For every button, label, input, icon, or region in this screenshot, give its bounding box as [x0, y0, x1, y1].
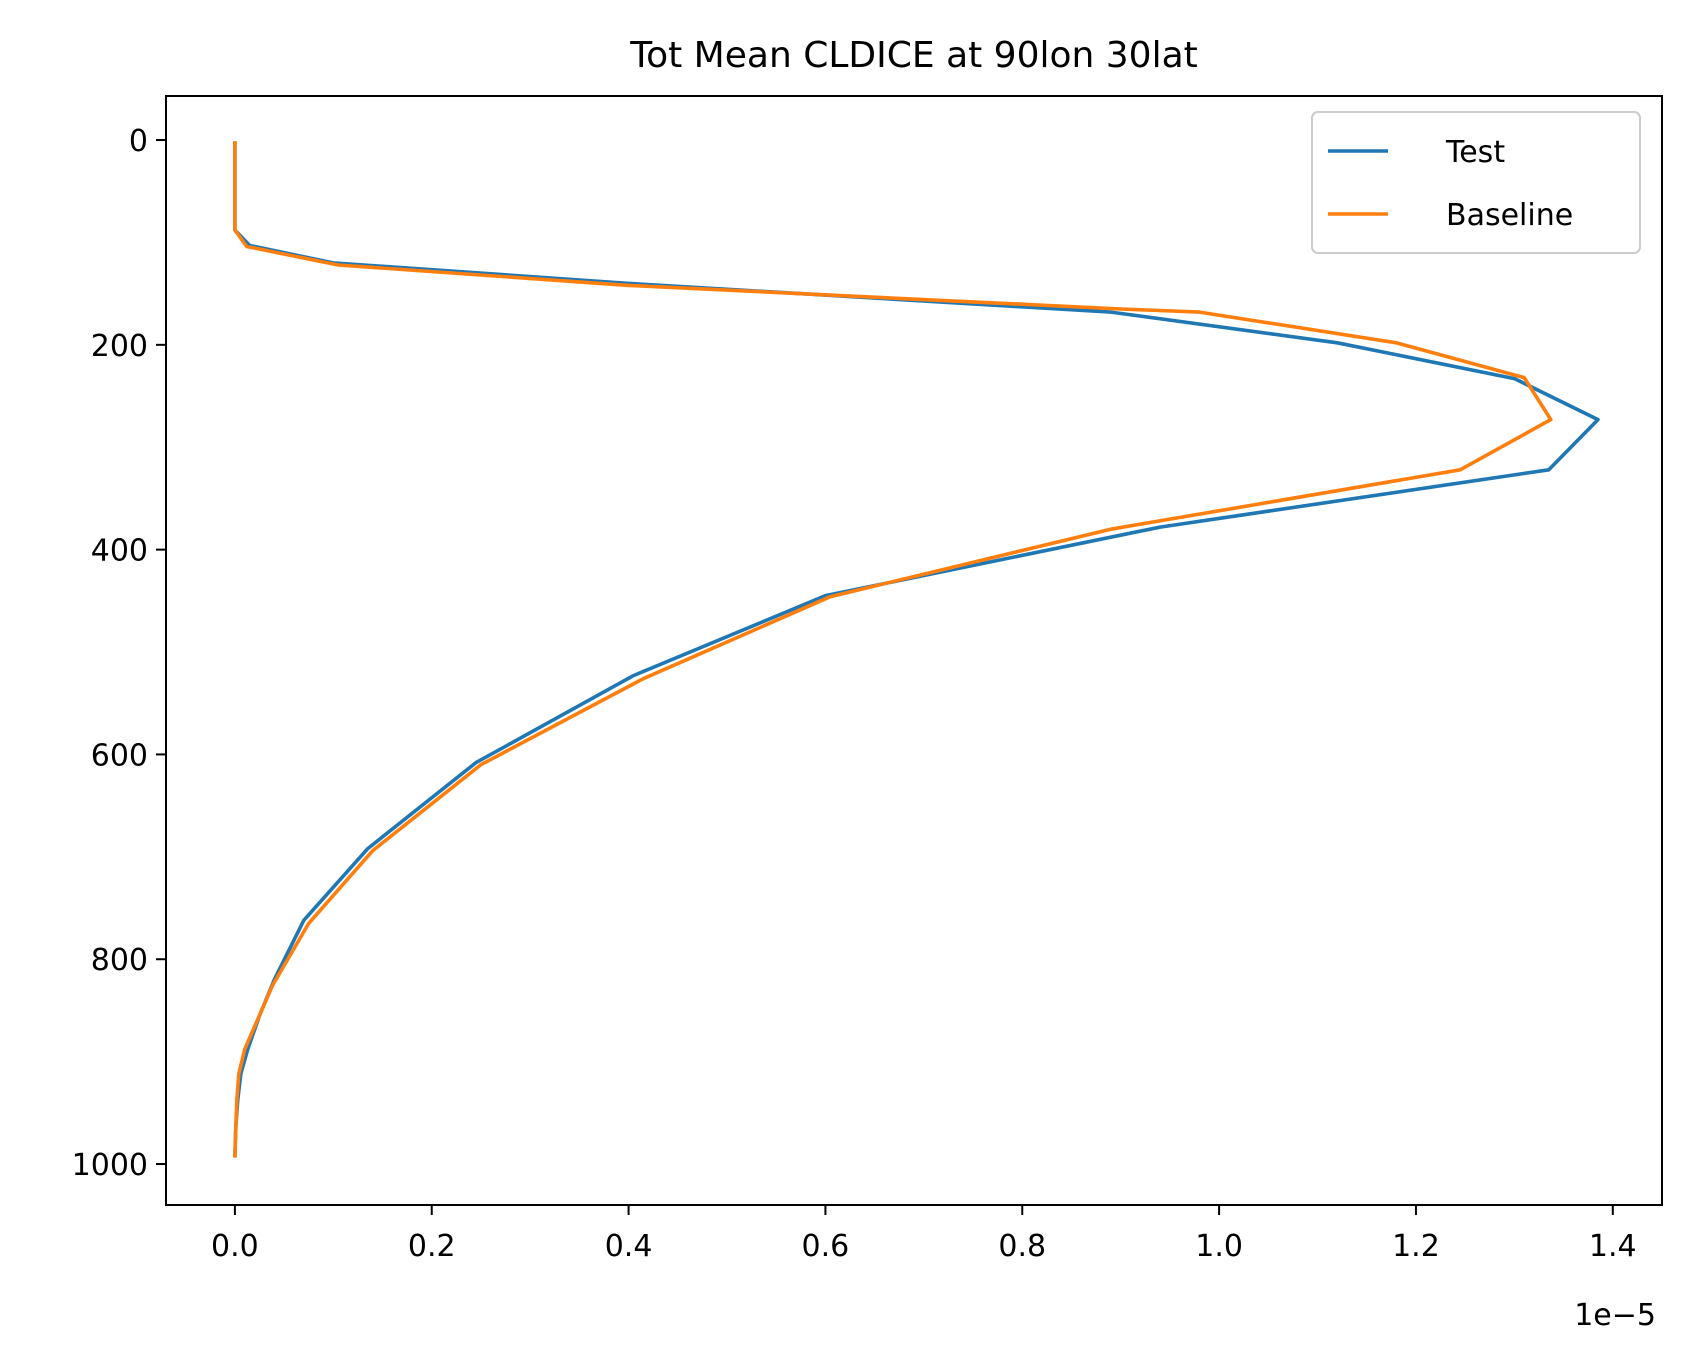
x-tick-label: 0.0 [211, 1229, 259, 1264]
y-tick-label: 200 [91, 329, 148, 364]
y-tick-label: 400 [91, 534, 148, 569]
legend: Test Baseline [1311, 111, 1641, 254]
plot-area [165, 95, 1663, 1206]
legend-box [1311, 111, 1641, 254]
x-axis: 0.0 0.2 0.4 0.6 0.8 1.0 1.2 1.4 [211, 1205, 1637, 1264]
chart-title: Tot Mean CLDICE at 90lon 30lat [629, 35, 1198, 76]
y-tick-label: 600 [91, 738, 148, 773]
legend-label-baseline: Baseline [1446, 198, 1573, 233]
y-axis: 0 200 400 600 800 1000 [72, 124, 166, 1183]
legend-label-test: Test [1445, 135, 1505, 170]
x-tick-label: 1.4 [1589, 1229, 1637, 1264]
x-tick-label: 1.0 [1195, 1229, 1243, 1264]
series-group [233, 141, 1600, 1158]
x-tick-label: 0.2 [408, 1229, 456, 1264]
series-line-baseline [233, 141, 1553, 1158]
x-tick-label: 1.2 [1392, 1229, 1440, 1264]
y-tick-label: 0 [129, 124, 148, 159]
x-tick-label: 0.6 [802, 1229, 850, 1264]
y-tick-label: 1000 [72, 1148, 148, 1183]
x-tick-label: 0.8 [998, 1229, 1046, 1264]
y-tick-label: 800 [91, 943, 148, 978]
x-tick-label: 0.4 [605, 1229, 653, 1264]
series-line-test [233, 141, 1600, 1158]
plot-frame [165, 95, 1663, 1206]
x-axis-offset-label: 1e−5 [1574, 1298, 1656, 1333]
